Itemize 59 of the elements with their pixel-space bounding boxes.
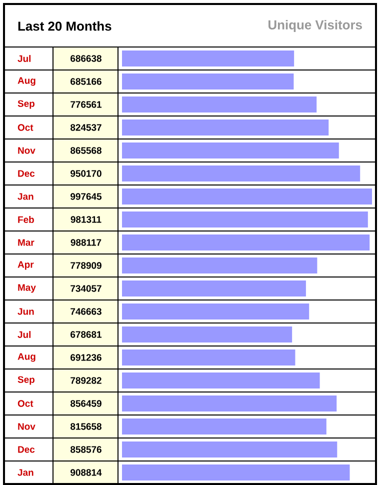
bar [122,304,310,320]
y-tick-label: Jan [18,469,34,476]
data-label: 858576 [70,446,102,453]
data-label: 815658 [70,423,102,430]
data-label: 908814 [70,469,102,476]
y-tick-label: Sep [18,100,34,109]
y-tick-label: Sep [18,376,34,385]
y-tick-label: Aug [18,353,36,362]
data-label: 789282 [70,377,102,384]
bar [122,165,360,182]
y-tick-label: Aug [18,77,36,86]
chart-subtitle: Unique Visitors [268,20,362,32]
data-label: 776561 [70,101,102,108]
y-tick-label: Mar [18,239,34,246]
bar [122,50,294,66]
data-label: 778909 [70,262,102,269]
data-label: 981311 [70,216,102,223]
data-label: 746663 [70,308,102,315]
data-label: 856459 [70,400,102,407]
y-tick-label: Apr [18,261,34,270]
data-label: 691236 [70,354,102,361]
y-tick-label: Jun [18,308,34,315]
y-tick-label: Nov [18,423,36,430]
bar [122,350,296,366]
bar [122,442,338,458]
data-label: 988117 [70,239,102,246]
bar [122,211,368,228]
y-tick-label: Oct [18,400,34,407]
bar [122,73,294,90]
data-label: 678681 [70,331,102,338]
y-tick-label: Dec [18,170,35,177]
bar [122,326,292,342]
data-label: 685166 [70,78,102,85]
y-tick-label: Nov [18,147,36,154]
chart-title: Last 20 Months [18,21,112,31]
bar [122,188,372,204]
bar [122,372,320,388]
data-label: 686638 [70,55,102,62]
bar [122,464,350,480]
y-tick-label: Dec [18,446,35,453]
y-tick-label: Jul [18,55,31,62]
bar [122,96,317,112]
y-tick-label: May [18,284,36,293]
bar [122,119,329,136]
data-label: 865568 [70,147,102,154]
bar [122,280,306,296]
y-tick-label: Jan [18,193,34,200]
y-tick-label: Feb [18,216,34,223]
bar [122,142,339,158]
y-tick-label: Jul [18,331,31,338]
bar [122,418,326,434]
bar [122,396,337,412]
data-label: 950170 [70,170,102,177]
bar [122,234,370,250]
bar [122,257,318,274]
data-label: 824537 [70,124,102,131]
data-label: 997645 [70,193,102,200]
data-label: 734057 [70,285,102,292]
y-tick-label: Oct [18,124,34,131]
